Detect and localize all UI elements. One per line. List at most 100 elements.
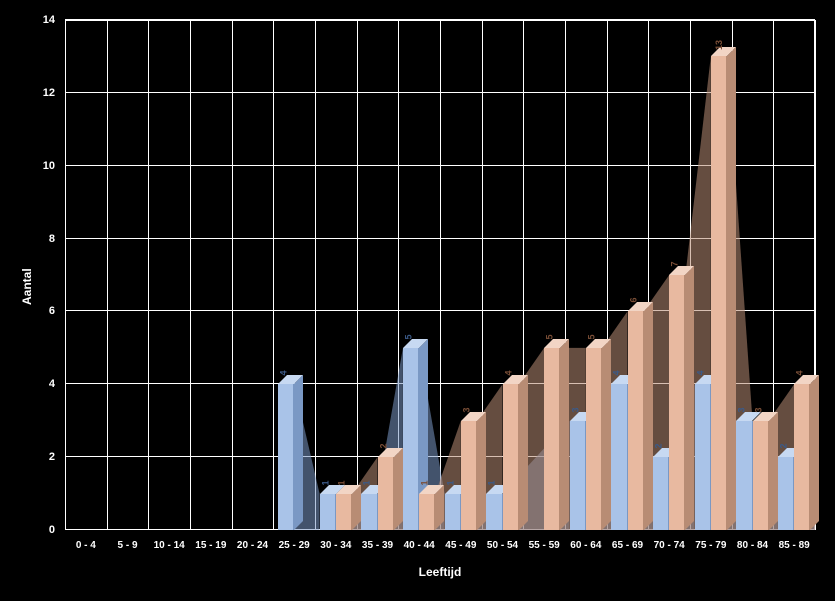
y-tick-label: 14 bbox=[0, 14, 55, 26]
grid-vline bbox=[190, 20, 191, 530]
bar-A-17: 2 bbox=[778, 457, 794, 530]
x-tick-label: 35 - 39 bbox=[362, 540, 393, 551]
bar-A-9: 1 bbox=[445, 494, 461, 530]
grid-hline bbox=[65, 19, 815, 20]
bar-side bbox=[602, 339, 611, 530]
bar-B-6: 1 bbox=[336, 494, 352, 530]
bar-side bbox=[769, 412, 778, 530]
bar-front bbox=[544, 348, 560, 530]
bar-A-13: 4 bbox=[611, 384, 627, 530]
grid-hline bbox=[65, 92, 815, 93]
bar-B-9: 3 bbox=[461, 421, 477, 530]
x-tick-label: 55 - 59 bbox=[529, 540, 560, 551]
bar-front bbox=[778, 457, 794, 530]
x-tick-label: 80 - 84 bbox=[737, 540, 768, 551]
bar-side bbox=[294, 375, 303, 530]
bar-front bbox=[653, 457, 669, 530]
bar-front bbox=[419, 494, 435, 530]
bar-A-8: 5 bbox=[403, 348, 419, 530]
bar-side bbox=[685, 266, 694, 530]
x-tick-label: 40 - 44 bbox=[404, 540, 435, 551]
bar-B-8: 1 bbox=[419, 494, 435, 530]
bar-front bbox=[611, 384, 627, 530]
bar-B-12: 5 bbox=[586, 348, 602, 530]
grid-vline bbox=[232, 20, 233, 530]
bar-front bbox=[503, 384, 519, 530]
y-axis-label: Aantal bbox=[20, 268, 34, 305]
bar-front bbox=[628, 311, 644, 530]
grid-vline bbox=[315, 20, 316, 530]
x-tick-label: 10 - 14 bbox=[154, 540, 185, 551]
bar-A-7: 1 bbox=[361, 494, 377, 530]
bar-B-7: 2 bbox=[378, 457, 394, 530]
bar-front bbox=[403, 348, 419, 530]
bar-front bbox=[378, 457, 394, 530]
y-tick-label: 8 bbox=[0, 233, 55, 245]
x-tick-label: 75 - 79 bbox=[695, 540, 726, 551]
grid-vline bbox=[148, 20, 149, 530]
y-tick-label: 10 bbox=[0, 160, 55, 172]
bar-A-5: 4 bbox=[278, 384, 294, 530]
bar-B-14: 7 bbox=[669, 275, 685, 530]
bar-A-15: 4 bbox=[695, 384, 711, 530]
bar-front bbox=[570, 421, 586, 530]
bar-side bbox=[394, 448, 403, 530]
bar-side bbox=[644, 302, 653, 530]
grid-hline bbox=[65, 238, 815, 239]
y-tick-label: 0 bbox=[0, 524, 55, 536]
bar-B-17: 4 bbox=[794, 384, 810, 530]
x-axis-label: Leeftijd bbox=[419, 565, 462, 579]
bar-side bbox=[352, 485, 361, 530]
x-tick-label: 5 - 9 bbox=[117, 540, 137, 551]
bar-front bbox=[586, 348, 602, 530]
y-tick-label: 6 bbox=[0, 305, 55, 317]
bar-B-10: 4 bbox=[503, 384, 519, 530]
bar-front bbox=[711, 56, 727, 530]
bar-front bbox=[278, 384, 294, 530]
grid-hline bbox=[65, 310, 815, 311]
x-tick-label: 15 - 19 bbox=[195, 540, 226, 551]
bar-B-15: 13 bbox=[711, 56, 727, 530]
bar-front bbox=[461, 421, 477, 530]
x-tick-label: 50 - 54 bbox=[487, 540, 518, 551]
plot-area: 4115113424321213455671334 bbox=[65, 20, 815, 530]
grid-hline bbox=[65, 165, 815, 166]
bar-A-16: 3 bbox=[736, 421, 752, 530]
bar-A-6: 1 bbox=[320, 494, 336, 530]
bar-front bbox=[320, 494, 336, 530]
y-tick-label: 12 bbox=[0, 87, 55, 99]
x-tick-label: 85 - 89 bbox=[779, 540, 810, 551]
bar-side bbox=[810, 375, 819, 530]
bar-side bbox=[477, 412, 486, 530]
bar-front bbox=[336, 494, 352, 530]
bar-A-12: 3 bbox=[570, 421, 586, 530]
bar-side bbox=[435, 485, 444, 530]
x-tick-label: 20 - 24 bbox=[237, 540, 268, 551]
x-tick-label: 45 - 49 bbox=[445, 540, 476, 551]
bar-front bbox=[445, 494, 461, 530]
bar-side bbox=[519, 375, 528, 530]
chart-stage: 4115113424321213455671334 02468101214 0 … bbox=[0, 0, 835, 601]
bar-side bbox=[727, 47, 736, 530]
grid-vline bbox=[357, 20, 358, 530]
bar-front bbox=[669, 275, 685, 530]
bar-front bbox=[486, 494, 502, 530]
y-tick-label: 2 bbox=[0, 451, 55, 463]
grid-vline bbox=[273, 20, 274, 530]
bar-front bbox=[794, 384, 810, 530]
grid-vline bbox=[440, 20, 441, 530]
bar-side bbox=[560, 339, 569, 530]
x-tick-label: 0 - 4 bbox=[76, 540, 96, 551]
x-tick-label: 30 - 34 bbox=[320, 540, 351, 551]
bar-front bbox=[361, 494, 377, 530]
bar-A-14: 2 bbox=[653, 457, 669, 530]
bar-front bbox=[736, 421, 752, 530]
bar-A-10: 1 bbox=[486, 494, 502, 530]
grid-vline bbox=[107, 20, 108, 530]
bar-B-13: 6 bbox=[628, 311, 644, 530]
grid-vline bbox=[65, 20, 66, 530]
bar-front bbox=[695, 384, 711, 530]
x-tick-label: 70 - 74 bbox=[654, 540, 685, 551]
x-tick-label: 65 - 69 bbox=[612, 540, 643, 551]
bar-B-11: 5 bbox=[544, 348, 560, 530]
